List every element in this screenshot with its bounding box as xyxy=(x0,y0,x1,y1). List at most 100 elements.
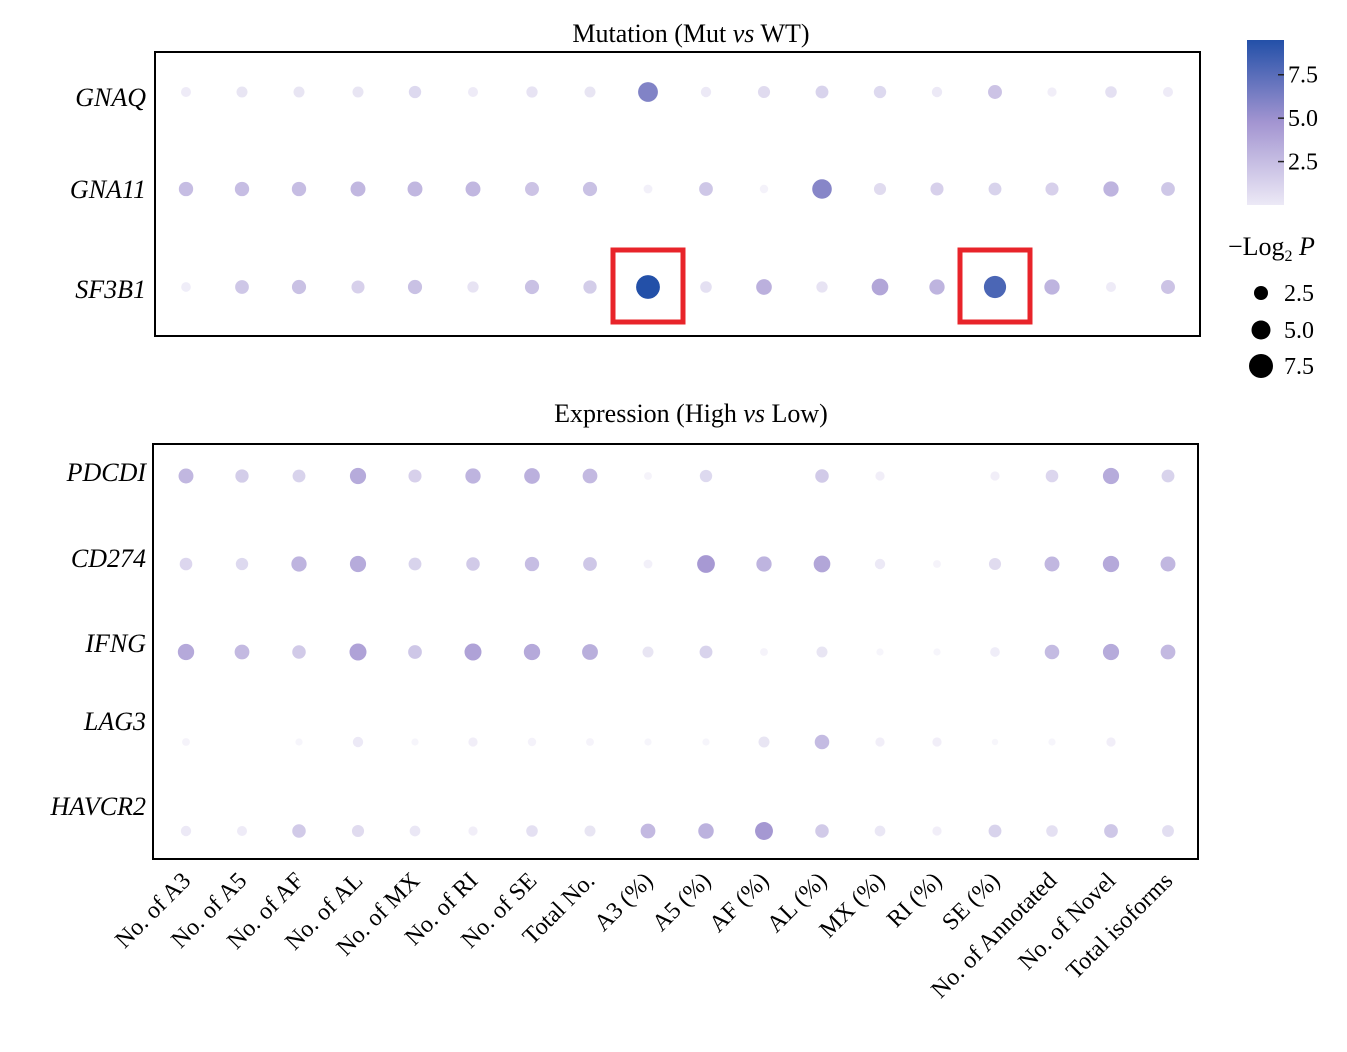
gene-label: IFNG xyxy=(84,629,146,658)
dot xyxy=(178,181,194,197)
dot xyxy=(816,281,828,293)
colorbar-tick-label: 5.0 xyxy=(1288,106,1318,132)
dot xyxy=(292,469,306,483)
size-legend-dot xyxy=(1254,286,1268,300)
panel-title: Mutation (Mut vs WT) xyxy=(572,19,809,48)
dot xyxy=(408,645,422,659)
dot xyxy=(871,278,889,296)
gene-label: GNAQ xyxy=(75,83,146,112)
panel-title: Expression (High vs Low) xyxy=(554,399,828,428)
highlight-box xyxy=(957,247,1033,325)
dot xyxy=(524,556,540,572)
dot xyxy=(467,281,479,293)
dot xyxy=(1162,86,1174,98)
dot xyxy=(584,825,596,837)
dot xyxy=(179,557,193,571)
colorbar-tick-label: 2.5 xyxy=(1288,150,1318,176)
dot xyxy=(291,556,307,572)
dot xyxy=(1160,556,1176,572)
dot xyxy=(699,645,713,659)
dot xyxy=(636,275,660,299)
dot xyxy=(1162,825,1174,837)
dot xyxy=(933,648,941,656)
colorbar: 7.5 5.0 2.5 xyxy=(1247,40,1318,205)
dot xyxy=(180,86,192,98)
dot xyxy=(1047,87,1057,97)
dot xyxy=(467,86,479,98)
dot xyxy=(464,643,482,661)
dot xyxy=(292,824,306,838)
dot xyxy=(932,826,942,836)
dot xyxy=(644,738,652,746)
x-tick-label: A5 (%) xyxy=(647,868,716,937)
gene-label: GNA11 xyxy=(70,175,146,204)
dot xyxy=(583,280,597,294)
dot xyxy=(932,737,942,747)
gene-label: HAVCR2 xyxy=(50,792,146,821)
dot xyxy=(815,824,829,838)
dot xyxy=(700,86,712,98)
dot xyxy=(465,468,481,484)
panel-frame xyxy=(154,51,1201,337)
dot xyxy=(177,643,195,661)
dot xyxy=(524,468,540,484)
dot xyxy=(1046,825,1058,837)
dot xyxy=(988,85,1002,99)
dot xyxy=(874,558,886,570)
dot xyxy=(234,644,250,660)
dot xyxy=(643,184,653,194)
dot xyxy=(816,646,828,658)
dot xyxy=(760,648,768,656)
size-legend-label: 2.5 xyxy=(1284,281,1314,307)
size-legend-label: 5.0 xyxy=(1284,318,1314,344)
dot xyxy=(812,179,832,199)
dot xyxy=(180,825,192,837)
highlight-box xyxy=(610,247,686,325)
dot xyxy=(644,472,652,480)
dot xyxy=(584,86,596,98)
dot xyxy=(182,738,190,746)
dot xyxy=(876,648,884,656)
dot xyxy=(349,467,367,485)
dot xyxy=(1045,182,1059,196)
dot xyxy=(291,181,307,197)
dot xyxy=(466,557,480,571)
dot xyxy=(407,181,423,197)
x-tick-label: RI (%) xyxy=(882,868,947,933)
dot xyxy=(1102,467,1120,485)
dot xyxy=(699,182,713,196)
gene-label: SF3B1 xyxy=(75,275,146,304)
colorbar-gradient xyxy=(1247,40,1284,205)
dot xyxy=(875,737,885,747)
dot xyxy=(1161,182,1175,196)
dot xyxy=(1103,181,1119,197)
dot xyxy=(1044,556,1060,572)
dot xyxy=(582,644,598,660)
dot xyxy=(638,82,658,102)
dot xyxy=(293,86,305,98)
dot xyxy=(235,469,249,483)
dot xyxy=(1044,279,1060,295)
dot xyxy=(642,646,654,658)
dot xyxy=(1160,644,1176,660)
dot xyxy=(523,643,541,661)
gene-label: LAG3 xyxy=(83,707,146,736)
dot xyxy=(349,643,367,661)
dot xyxy=(874,825,886,837)
dot xyxy=(758,736,770,748)
x-tick-label: MX (%) xyxy=(815,868,890,943)
dot xyxy=(295,738,303,746)
dot xyxy=(815,85,829,99)
dot xyxy=(582,468,598,484)
dot xyxy=(352,86,364,98)
dot xyxy=(929,279,945,295)
dot xyxy=(873,85,887,99)
dot xyxy=(1048,738,1056,746)
dot xyxy=(756,556,772,572)
dot xyxy=(990,647,1000,657)
dot xyxy=(1102,555,1120,573)
dot xyxy=(527,737,537,747)
dot xyxy=(352,736,364,748)
